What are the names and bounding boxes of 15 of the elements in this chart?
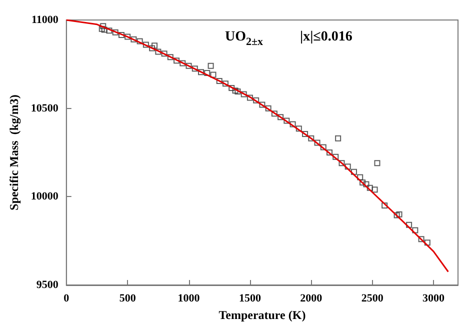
x-tick-label: 1500	[238, 292, 262, 304]
x-tick-label: 2000	[300, 292, 323, 304]
y-axis-title: Specific Mass (kg/m3)	[7, 94, 21, 210]
x-tick-label: 500	[119, 292, 136, 304]
annotation: |x|≤0.016	[300, 30, 352, 44]
y-tick-label: 10500	[30, 102, 59, 114]
x-tick-label: 1000	[178, 292, 200, 304]
y-tick-label: 9500	[36, 279, 59, 291]
x-tick-label: 3000	[422, 292, 446, 304]
line-series	[66, 19, 449, 272]
y-tick-label: 10000	[30, 190, 59, 203]
y-tick-label: 11000	[31, 14, 59, 26]
x-tick-label: 0	[64, 292, 70, 304]
x-axis-title: Temperature (K)	[218, 308, 306, 322]
x-tick-label: 2500	[361, 292, 384, 304]
